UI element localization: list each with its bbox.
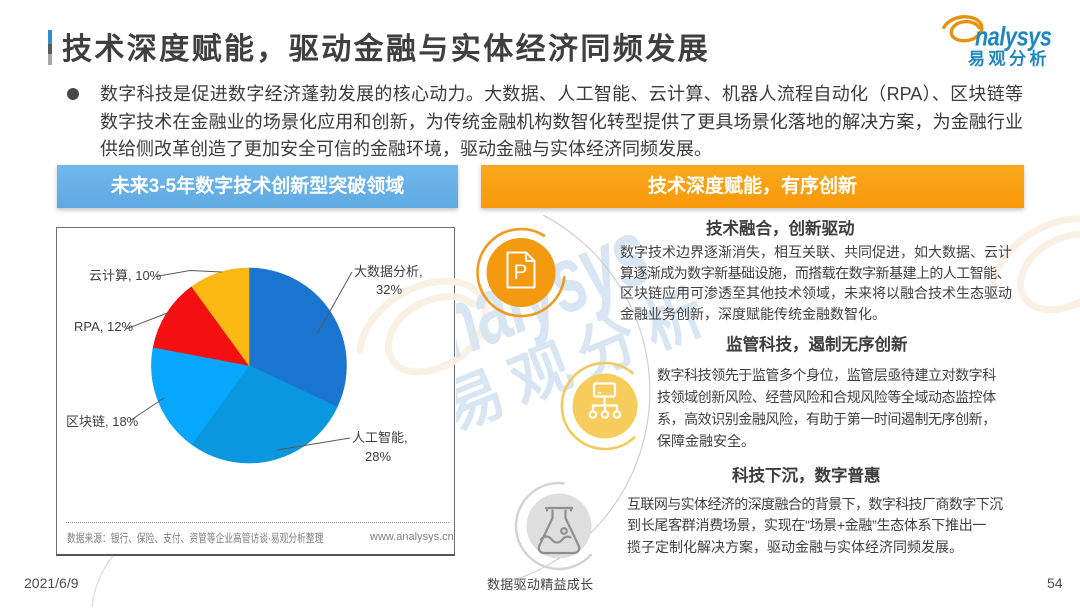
svg-text:P: P [513, 261, 527, 284]
